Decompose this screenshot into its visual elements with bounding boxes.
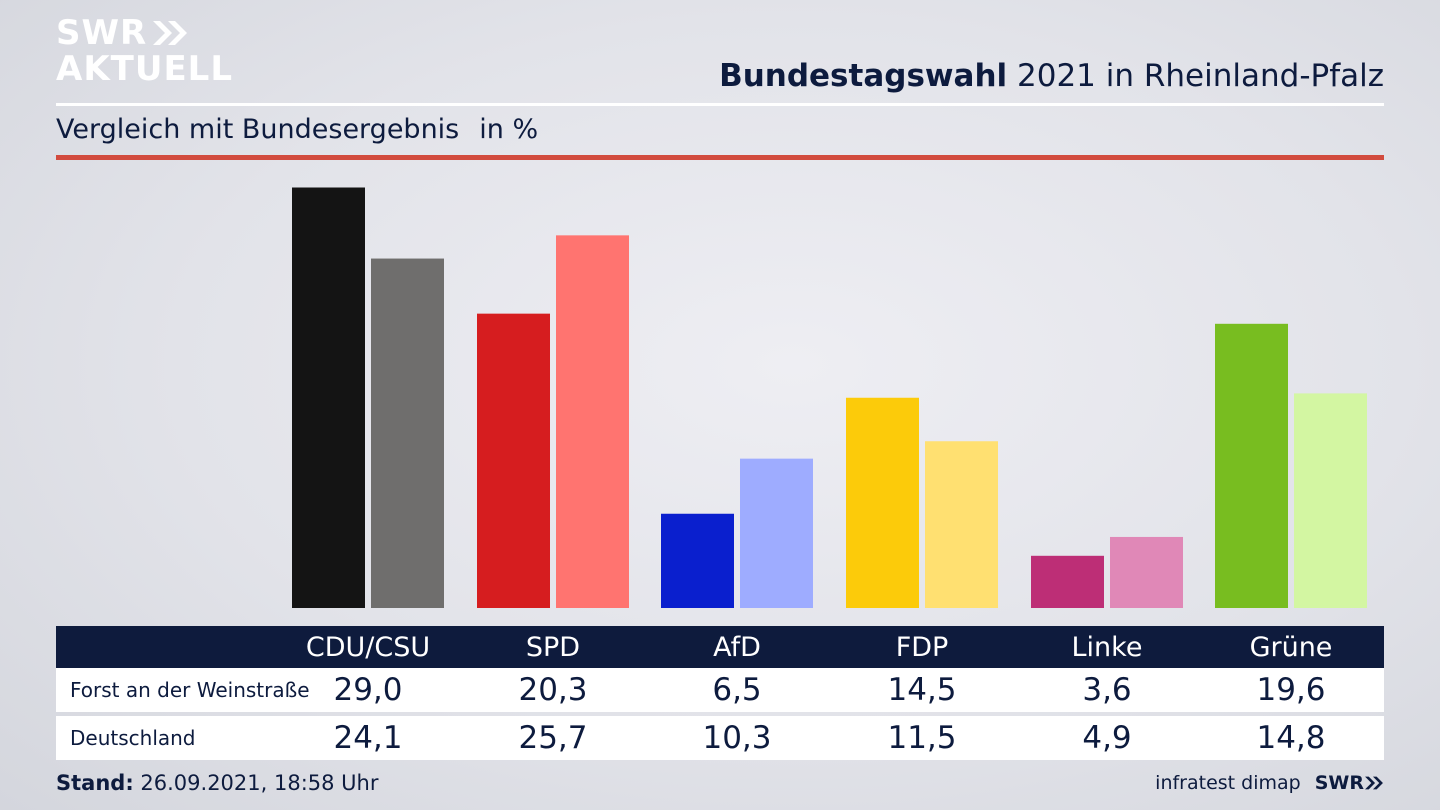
row-label: Forst an der Weinstraße xyxy=(70,678,310,702)
table-cell: 14,8 xyxy=(1256,720,1326,756)
table-cell: 24,1 xyxy=(333,720,403,756)
table-cell: 3,6 xyxy=(1082,672,1132,708)
bar-cducsu-bund xyxy=(371,258,444,608)
table-cell: 14,5 xyxy=(887,672,957,708)
table-cell: 4,9 xyxy=(1082,720,1132,756)
header-cdu: CDU/CSU xyxy=(305,631,431,663)
page-title: Bundestagswahl 2021 in Rheinland-Pfalz xyxy=(719,58,1384,94)
bar-chart xyxy=(292,187,1367,608)
header-linke: Linke xyxy=(1071,631,1143,663)
subtitle-unit: in % xyxy=(479,114,539,145)
stand-label: Stand: xyxy=(56,771,134,795)
bar-linke-bund xyxy=(1110,536,1183,608)
bar-linke-local xyxy=(1031,555,1104,608)
table-cell: 25,7 xyxy=(518,720,588,756)
title-rest: 2021 in Rheinland-Pfalz xyxy=(1007,58,1384,94)
table-cell: 29,0 xyxy=(333,672,403,708)
swr-footer-logo: SWR xyxy=(1315,772,1384,794)
results-table: CDU/CSU SPD AfD FDP Linke Grüne Forst an… xyxy=(56,626,1384,760)
table-cell: 20,3 xyxy=(518,672,588,708)
double-chevron-icon xyxy=(1365,776,1383,790)
bar-fdp-local xyxy=(846,397,919,608)
table-cell: 10,3 xyxy=(702,720,772,756)
double-chevron-icon xyxy=(153,21,188,45)
accent-divider xyxy=(56,155,1384,160)
bar-spd-bund xyxy=(556,235,629,608)
bar-afd-local xyxy=(661,513,734,608)
header-gruene: Grüne xyxy=(1249,631,1333,663)
footer-logo-text: SWR xyxy=(1314,772,1364,794)
title-bold: Bundestagswahl xyxy=(719,58,1008,94)
logo-line1: SWR xyxy=(56,13,148,53)
header-afd: AfD xyxy=(713,631,761,663)
row-label: Deutschland xyxy=(70,726,196,750)
timestamp: Stand: 26.09.2021, 18:58 Uhr xyxy=(56,771,379,795)
source-text: infratest dimap xyxy=(1155,772,1301,794)
table-row: Deutschland 24,1 25,7 10,3 11,5 4,9 14,8 xyxy=(56,716,1384,760)
logo-line2: AKTUELL xyxy=(56,49,234,89)
table-cell: 19,6 xyxy=(1256,672,1326,708)
bar-grüne-bund xyxy=(1294,393,1367,608)
bar-afd-bund xyxy=(740,458,813,608)
stand-value: 26.09.2021, 18:58 Uhr xyxy=(133,771,379,795)
chart-subtitle: Vergleich mit Bundesergebnis in % xyxy=(56,114,538,145)
table-cell: 11,5 xyxy=(887,720,957,756)
table-header: CDU/CSU SPD AfD FDP Linke Grüne xyxy=(56,626,1384,668)
header-fdp: FDP xyxy=(895,631,949,663)
bar-spd-local xyxy=(477,313,550,608)
title-divider xyxy=(56,103,1384,106)
bar-fdp-bund xyxy=(925,441,998,608)
table-row: Forst an der Weinstraße 29,0 20,3 6,5 14… xyxy=(56,668,1384,712)
bar-grüne-local xyxy=(1215,323,1288,608)
source-credit: infratest dimap SWR xyxy=(1155,772,1384,794)
table-cell: 6,5 xyxy=(712,672,762,708)
bar-cducsu-local xyxy=(292,187,365,608)
swr-aktuell-logo: SWR AKTUELL xyxy=(56,16,233,86)
subtitle-text: Vergleich mit Bundesergebnis xyxy=(56,114,460,145)
header-spd: SPD xyxy=(525,631,581,663)
